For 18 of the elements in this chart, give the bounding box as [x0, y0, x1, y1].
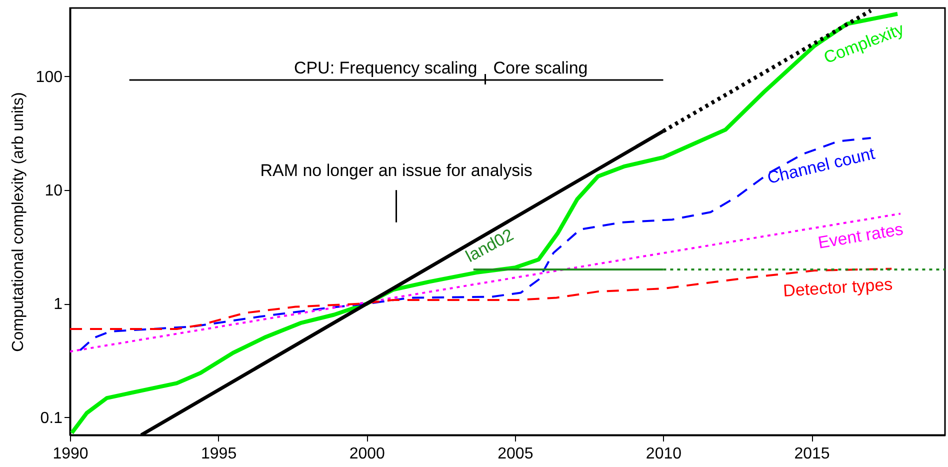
annotation: RAM no longer an issue for analysis: [260, 161, 532, 180]
x-tick-label: 2015: [794, 446, 830, 462]
x-tick-label: 1990: [52, 446, 88, 462]
line-series: [70, 268, 893, 330]
series-label: Detector types: [782, 274, 894, 300]
text: Channel count: [766, 144, 877, 188]
x-tick-label: 1995: [201, 446, 237, 462]
y-axis-title: Computational complexity (arb units): [10, 92, 27, 352]
y-tick-label: 1: [54, 296, 63, 314]
annotation: Core scaling: [493, 58, 588, 78]
text: Event rates: [816, 220, 905, 252]
y-tick-label: 0.1: [40, 410, 63, 427]
y-tick-label: 100: [36, 68, 63, 86]
x-tick-label: 2005: [498, 446, 534, 462]
y-tick-label: 10: [44, 182, 63, 200]
x-tick-label: 2010: [646, 446, 682, 462]
x-tick-label: 2000: [349, 446, 386, 462]
annotation: CPU: Frequency scaling: [294, 58, 478, 78]
